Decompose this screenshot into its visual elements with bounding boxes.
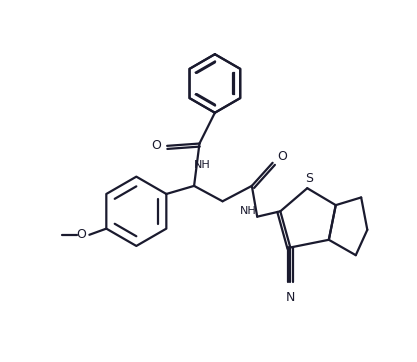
Text: NH: NH <box>193 160 210 170</box>
Text: N: N <box>286 291 295 304</box>
Text: O: O <box>277 150 287 163</box>
Text: O: O <box>151 139 161 152</box>
Text: S: S <box>305 172 313 185</box>
Text: O: O <box>77 228 87 241</box>
Text: NH: NH <box>240 206 256 216</box>
